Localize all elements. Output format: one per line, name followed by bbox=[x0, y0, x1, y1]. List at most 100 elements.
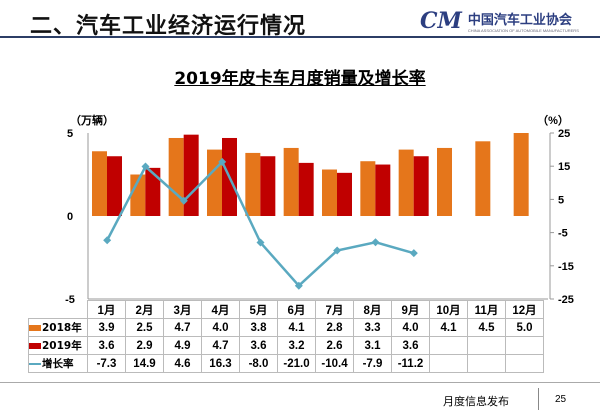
month-header: 5月 bbox=[239, 300, 278, 319]
month-header: 2月 bbox=[125, 300, 164, 319]
y2-tick-label: -25 bbox=[558, 294, 574, 306]
bar-2018年 bbox=[398, 149, 414, 216]
growth-point bbox=[103, 236, 112, 245]
legend-swatch bbox=[29, 325, 41, 331]
value-cell: 2.8 bbox=[315, 318, 354, 337]
growth-point bbox=[256, 238, 265, 247]
bar-2018年 bbox=[92, 151, 107, 216]
footer-separator bbox=[538, 388, 539, 410]
value-cell: 4.1 bbox=[429, 318, 468, 337]
table-row: 2019年 3.6 2.9 4.9 4.7 3.6 3.2 2.6 3.1 3.6 bbox=[28, 336, 544, 355]
value-cell: 3.3 bbox=[353, 318, 392, 337]
y-tick-label: -5 bbox=[65, 294, 75, 306]
page-number: 25 bbox=[555, 394, 567, 405]
legend-swatch bbox=[29, 343, 41, 349]
value-cell: 4.7 bbox=[201, 336, 240, 355]
legend-label: 2019年 bbox=[42, 340, 82, 352]
bar-2018年 bbox=[513, 133, 529, 216]
bar-2019年 bbox=[375, 164, 391, 216]
logo-mark: CM bbox=[420, 8, 462, 34]
legend-cell: 2019年 bbox=[28, 336, 88, 355]
bar-2019年 bbox=[107, 156, 122, 216]
value-cell: 4.0 bbox=[201, 318, 240, 337]
table-header-row: 1月 2月 3月 4月 5月 6月 7月 8月 9月 10月 11月 12月 bbox=[29, 300, 544, 319]
value-cell bbox=[467, 354, 506, 373]
logo-cn: 中国汽车工业协会 bbox=[467, 12, 572, 27]
bar-2019年 bbox=[298, 162, 314, 216]
bar-2019年 bbox=[260, 156, 276, 216]
table-row: 增长率 -7.3 14.9 4.6 16.3 -8.0 -21.0 -10.4 -7.9 -11.… bbox=[28, 354, 544, 373]
caam-logo: CM 中国汽车工业协会 CHINA ASSOCIATION OF AUTOMOBI… bbox=[420, 8, 579, 34]
value-cell: 4.7 bbox=[163, 318, 202, 337]
month-header: 12月 bbox=[505, 300, 544, 319]
y-tick-label: 5 bbox=[67, 128, 73, 140]
y2-tick-label: 15 bbox=[558, 161, 570, 173]
value-cell: 2.5 bbox=[125, 318, 164, 337]
growth-point bbox=[179, 196, 188, 205]
legend-line-marker bbox=[29, 363, 41, 365]
y2-tick-label: 25 bbox=[558, 128, 570, 140]
value-cell: 2.6 bbox=[315, 336, 354, 355]
value-cell: 5.0 bbox=[505, 318, 544, 337]
value-cell: 3.6 bbox=[391, 336, 430, 355]
value-cell: 3.6 bbox=[239, 336, 278, 355]
value-cell: -21.0 bbox=[277, 354, 316, 373]
chart-title: 2019年皮卡车月度销量及增长率 bbox=[174, 69, 426, 89]
month-header: 7月 bbox=[315, 300, 354, 319]
bar-2018年 bbox=[207, 149, 222, 216]
month-header: 9月 bbox=[391, 300, 430, 319]
bar-2019年 bbox=[145, 167, 161, 216]
table-row: 2018年 3.9 2.5 4.7 4.0 3.8 4.1 2.8 3.3 4.0 4.1 4.5 5.… bbox=[28, 318, 544, 337]
value-cell bbox=[505, 336, 544, 355]
bar-2018年 bbox=[245, 152, 261, 216]
y2-axis-label: （%） bbox=[537, 114, 569, 127]
growth-point bbox=[371, 238, 380, 247]
value-cell: 4.9 bbox=[163, 336, 202, 355]
growth-point bbox=[294, 281, 303, 290]
legend-label: 增长率 bbox=[42, 358, 74, 370]
legend-label: 2018年 bbox=[42, 322, 82, 334]
data-table: 1月 2月 3月 4月 5月 6月 7月 8月 9月 10月 11月 12月 2018年 3.9 2.5 4.… bbox=[28, 300, 544, 373]
value-cell: 4.1 bbox=[277, 318, 316, 337]
value-cell: 16.3 bbox=[201, 354, 240, 373]
value-cell: 14.9 bbox=[125, 354, 164, 373]
corner-cell bbox=[29, 301, 88, 319]
growth-point bbox=[141, 162, 150, 171]
value-cell: 3.9 bbox=[87, 318, 126, 337]
legend-cell: 2018年 bbox=[28, 318, 88, 337]
bar-2018年 bbox=[130, 174, 146, 216]
month-header: 4月 bbox=[201, 300, 240, 319]
value-cell: 3.2 bbox=[277, 336, 316, 355]
value-cell: -7.3 bbox=[87, 354, 126, 373]
value-cell: 4.5 bbox=[467, 318, 506, 337]
legend-cell: 增长率 bbox=[28, 354, 88, 373]
value-cell: 4.6 bbox=[163, 354, 202, 373]
growth-point bbox=[333, 246, 342, 255]
footer-divider bbox=[0, 382, 600, 383]
growth-point bbox=[218, 157, 227, 166]
bar-2018年 bbox=[437, 147, 452, 216]
month-header: 1月 bbox=[87, 300, 126, 319]
value-cell: -7.9 bbox=[353, 354, 392, 373]
value-cell: 3.6 bbox=[87, 336, 126, 355]
month-header: 6月 bbox=[277, 300, 316, 319]
value-cell bbox=[505, 354, 544, 373]
month-header: 3月 bbox=[163, 300, 202, 319]
logo-en: CHINA ASSOCIATION OF AUTOMOBILE MANUFACT… bbox=[467, 28, 579, 33]
y2-tick-label: 5 bbox=[558, 194, 564, 206]
month-header: 8月 bbox=[353, 300, 392, 319]
bar-2018年 bbox=[283, 147, 299, 216]
value-cell: 3.1 bbox=[353, 336, 392, 355]
value-cell: -11.2 bbox=[391, 354, 430, 373]
value-cell: -8.0 bbox=[239, 354, 278, 373]
bar-2018年 bbox=[475, 141, 491, 216]
value-cell: 2.9 bbox=[125, 336, 164, 355]
y2-tick-label: -5 bbox=[558, 228, 568, 240]
header-divider bbox=[0, 36, 600, 38]
bar-2019年 bbox=[337, 172, 352, 216]
value-cell: 4.0 bbox=[391, 318, 430, 337]
bar-2018年 bbox=[322, 169, 337, 216]
footer-label: 月度信息发布 bbox=[443, 395, 509, 408]
value-cell: 3.8 bbox=[239, 318, 278, 337]
